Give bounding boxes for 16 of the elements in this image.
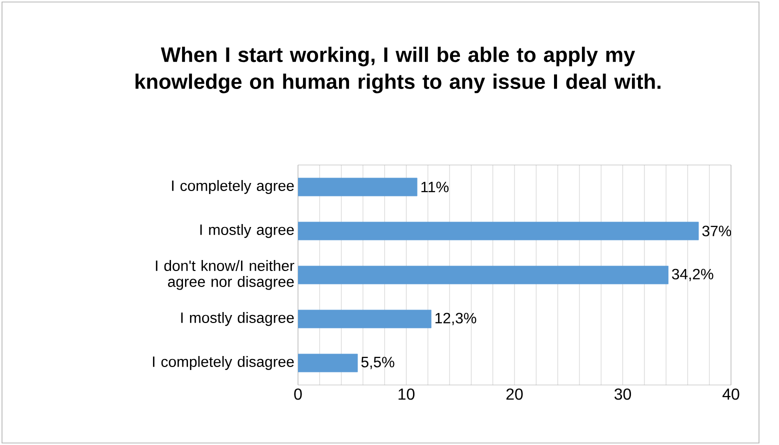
- y-tick-label: I mostly agree: [200, 224, 294, 238]
- y-tick-label: I don't know/I neither agree nor disagree: [156, 260, 294, 290]
- data-label: 37%: [702, 226, 732, 236]
- x-tick-label: 10: [398, 388, 414, 400]
- y-tick-label: I completely disagree: [152, 356, 294, 370]
- data-label: 5,5%: [361, 356, 394, 370]
- x-tick-label: 40: [722, 388, 740, 400]
- x-tick-label: 20: [506, 388, 523, 400]
- y-tick-label: I completely agree: [172, 180, 294, 194]
- x-tick-label: 0: [294, 388, 302, 400]
- y-tick-label: I mostly disagree: [181, 312, 294, 326]
- chart-title: When I start working, I will be able to apply my knowledge on human rights to any issue I deal with.: [136, 46, 660, 94]
- x-tick-label: 30: [614, 388, 631, 400]
- data-label: 34,2%: [672, 268, 714, 282]
- data-label: 12,3%: [435, 312, 476, 326]
- data-label: 11%: [421, 182, 449, 192]
